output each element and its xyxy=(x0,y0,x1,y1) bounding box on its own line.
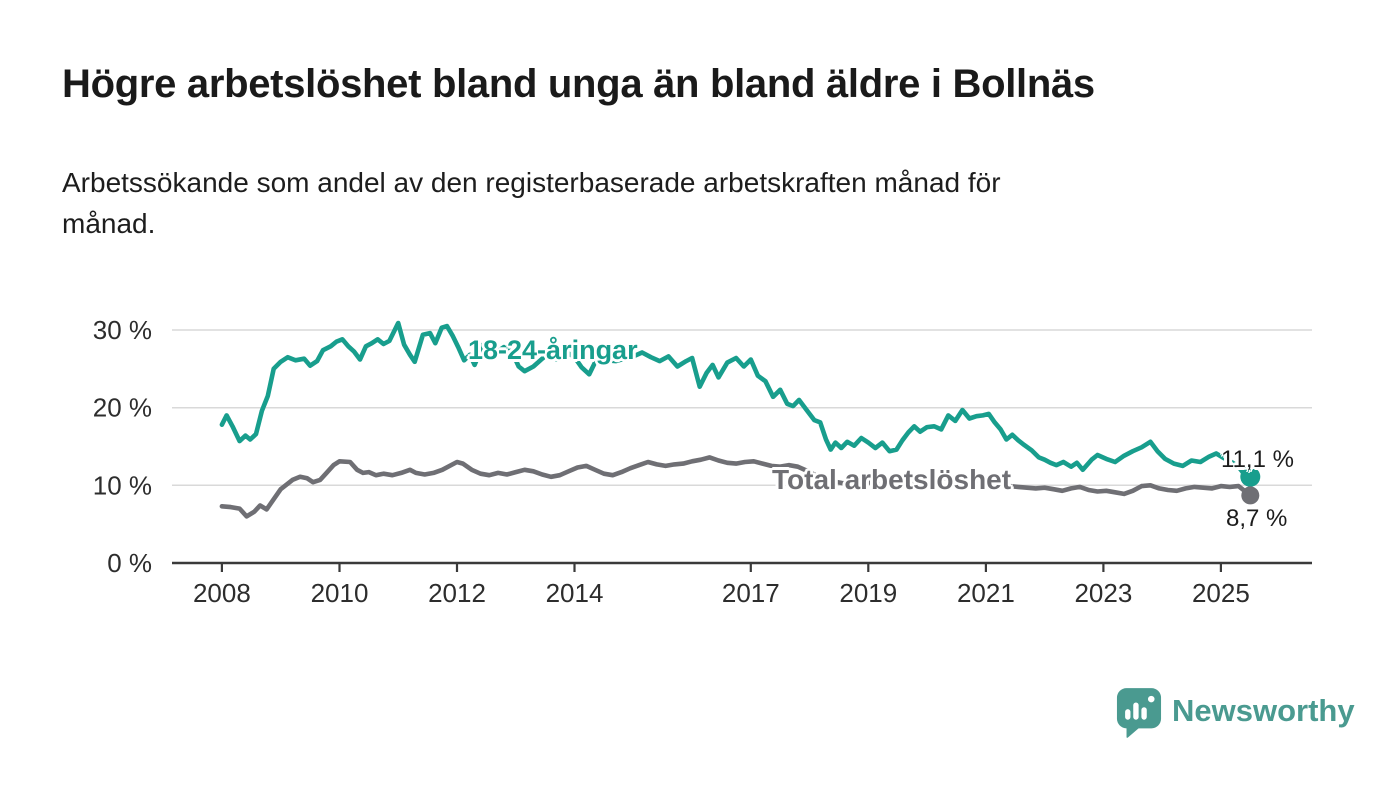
logo-exclamation-dot xyxy=(1148,695,1155,703)
y-tick-label: 30 % xyxy=(93,315,152,345)
subtitle-line-2: månad. xyxy=(62,208,156,240)
newsworthy-logo: Newsworthy xyxy=(1116,686,1355,740)
subtitle-line-1: Arbetssökande som andel av den registerb… xyxy=(62,167,1001,198)
series-end-dot-Total arbetslöshet xyxy=(1241,486,1260,505)
logo-bar-short xyxy=(1125,709,1131,720)
x-tick-label: 2025 xyxy=(1192,578,1250,608)
end-value-label-young: 11,1 % xyxy=(1221,446,1294,473)
x-tick-label: 2021 xyxy=(957,578,1015,608)
chart-subtitle: Arbetssökande som andel av den registerb… xyxy=(62,162,1312,245)
logo-bar-tall xyxy=(1133,702,1139,720)
y-tick-label: 10 % xyxy=(93,470,152,500)
series-line-18-24-åringar xyxy=(219,320,1253,480)
page-title: Högre arbetslöshet bland unga än bland ä… xyxy=(62,62,1095,106)
x-tick-label: 2010 xyxy=(311,578,369,608)
x-tick-label: 2012 xyxy=(428,578,486,608)
series-label-young: 18-24-åringar xyxy=(468,335,638,365)
x-tick-label: 2019 xyxy=(839,578,897,608)
x-tick-label: 2023 xyxy=(1074,578,1132,608)
x-tick-label: 2014 xyxy=(546,578,604,608)
y-tick-label: 20 % xyxy=(93,393,152,423)
newsworthy-speech-bubble-icon xyxy=(1116,688,1162,738)
series-line-Total arbetslöshet xyxy=(219,455,1253,519)
y-tick-label: 0 % xyxy=(107,548,152,578)
series-end-dot-18-24-åringar xyxy=(1240,466,1261,487)
brand-name: Newsworthy xyxy=(1172,693,1355,728)
logo-bar-medium xyxy=(1141,707,1147,720)
x-tick-label: 2008 xyxy=(193,578,251,608)
end-value-label-total: 8,7 % xyxy=(1226,505,1288,532)
series-label-total: Total arbetslöshet xyxy=(772,464,1012,495)
x-tick-label: 2017 xyxy=(722,578,780,608)
